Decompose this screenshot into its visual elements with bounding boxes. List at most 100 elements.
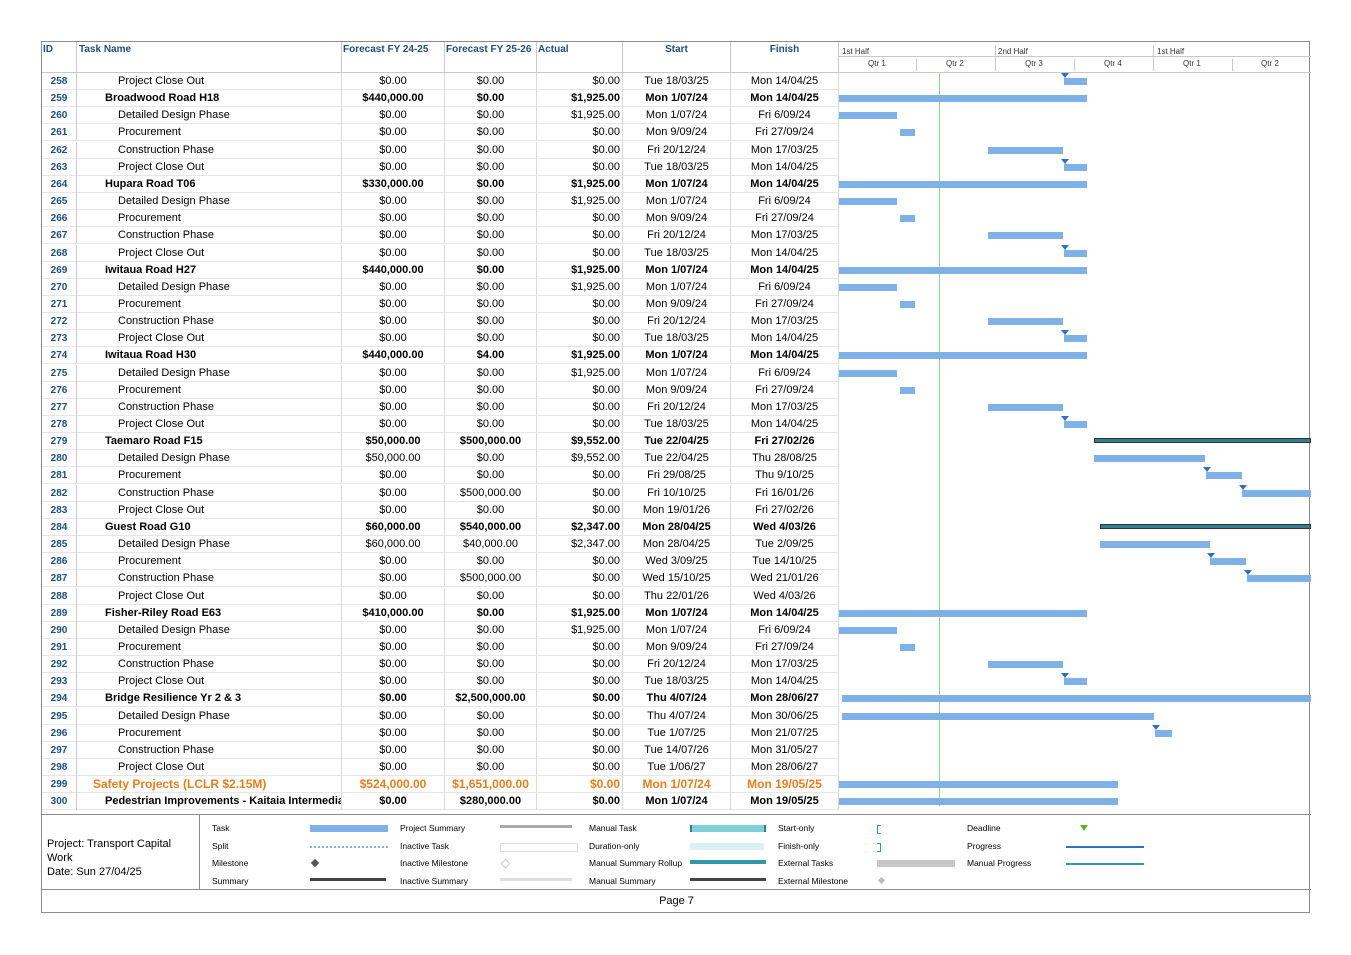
table-row[interactable]: 264 Hupara Road T06 $330,000.00 $0.00 $1,925… [42,175,839,193]
forecast-24-25[interactable]: $0.00 [342,158,445,176]
task-name[interactable]: Broadwood Road H18 [77,90,342,108]
row-id[interactable]: 258 [42,73,77,90]
finish-date[interactable]: Fri 6/09/24 [731,278,839,296]
finish-date[interactable]: Mon 14/04/25 [731,175,839,193]
forecast-24-25[interactable]: $0.00 [342,587,445,605]
actual-cost[interactable]: $0.00 [537,210,623,228]
forecast-24-25[interactable]: $410,000.00 [342,604,445,622]
forecast-25-26[interactable]: $0.00 [445,759,537,776]
start-date[interactable]: Mon 9/09/24 [623,638,731,656]
table-row[interactable]: 278 Project Close Out $0.00 $0.00 $0.00 Tue 1… [42,416,839,433]
table-row[interactable]: 266 Procurement $0.00 $0.00 $0.00 Mon 9/09/24… [42,210,839,228]
forecast-25-26[interactable]: $0.00 [445,244,537,262]
finish-date[interactable]: Fri 27/09/24 [731,210,839,228]
forecast-25-26[interactable]: $0.00 [445,741,537,759]
task-name[interactable]: Construction Phase [77,313,342,331]
forecast-24-25[interactable]: $0.00 [342,484,445,502]
finish-date[interactable]: Fri 6/09/24 [731,193,839,211]
actual-cost[interactable]: $0.00 [537,776,623,794]
actual-cost[interactable]: $0.00 [537,467,623,485]
actual-cost[interactable]: $1,925.00 [537,107,623,125]
forecast-24-25[interactable]: $0.00 [342,467,445,485]
row-id[interactable]: 261 [42,124,77,142]
gantt-bar-271[interactable] [899,300,916,308]
row-id[interactable]: 280 [42,450,77,468]
finish-date[interactable]: Mon 17/03/25 [731,141,839,159]
actual-cost[interactable]: $0.00 [537,741,623,759]
start-date[interactable]: Thu 4/07/24 [623,707,731,725]
finish-date[interactable]: Fri 27/09/24 [731,638,839,656]
start-date[interactable]: Mon 1/07/24 [623,278,731,296]
task-name[interactable]: Procurement [77,210,342,228]
forecast-25-26[interactable]: $0.00 [445,141,537,159]
actual-cost[interactable]: $0.00 [537,570,623,588]
finish-date[interactable]: Mon 14/04/25 [731,673,839,691]
task-name[interactable]: Construction Phase [77,484,342,502]
start-date[interactable]: Thu 4/07/24 [623,690,731,708]
task-name[interactable]: Detailed Design Phase [77,193,342,211]
finish-date[interactable]: Fri 6/09/24 [731,621,839,639]
table-row[interactable]: 298 Project Close Out $0.00 $0.00 $0.00 Tue 1… [42,759,839,776]
table-row[interactable]: 293 Project Close Out $0.00 $0.00 $0.00 Tue 1… [42,673,839,691]
table-row[interactable]: 272 Construction Phase $0.00 $0.00 $0.00 Fri … [42,313,839,331]
table-row[interactable]: 268 Project Close Out $0.00 $0.00 $0.00 Tue 1… [42,244,839,262]
forecast-24-25[interactable]: $0.00 [342,73,445,90]
finish-date[interactable]: Fri 27/02/26 [731,501,839,519]
finish-date[interactable]: Mon 14/04/25 [731,416,839,433]
row-id[interactable]: 297 [42,741,77,759]
row-id[interactable]: 282 [42,484,77,502]
table-row[interactable]: 271 Procurement $0.00 $0.00 $0.00 Mon 9/09/24… [42,295,839,313]
actual-cost[interactable]: $0.00 [537,484,623,502]
task-name[interactable]: Iwitaua Road H27 [77,261,342,279]
start-date[interactable]: Mon 1/07/24 [623,261,731,279]
gantt-bar-276[interactable] [899,386,916,394]
finish-date[interactable]: Mon 17/03/25 [731,398,839,416]
forecast-25-26[interactable]: $0.00 [445,295,537,313]
forecast-24-25[interactable]: $0.00 [342,638,445,656]
start-date[interactable]: Tue 1/07/25 [623,724,731,742]
forecast-24-25[interactable]: $0.00 [342,278,445,296]
finish-date[interactable]: Mon 30/06/25 [731,707,839,725]
table-row[interactable]: 269 Iwitaua Road H27 $440,000.00 $0.00 $1,92… [42,261,839,279]
gantt-bar-274[interactable] [839,352,1088,360]
start-date[interactable]: Fri 29/08/25 [623,467,731,485]
finish-date[interactable]: Mon 19/05/25 [731,776,839,794]
forecast-24-25[interactable]: $0.00 [342,364,445,382]
forecast-24-25[interactable]: $0.00 [342,690,445,708]
task-name[interactable]: Taemaro Road F15 [77,433,342,451]
forecast-25-26[interactable]: $0.00 [445,450,537,468]
forecast-24-25[interactable]: $50,000.00 [342,433,445,451]
gantt-bar-294[interactable] [841,695,1311,703]
actual-cost[interactable]: $1,925.00 [537,175,623,193]
gantt-bar-261[interactable] [899,129,916,137]
forecast-24-25[interactable]: $440,000.00 [342,347,445,365]
forecast-24-25[interactable]: $60,000.00 [342,536,445,554]
forecast-25-26[interactable]: $0.00 [445,90,537,108]
forecast-25-26[interactable]: $0.00 [445,501,537,519]
start-date[interactable]: Fri 20/12/24 [623,227,731,245]
forecast-25-26[interactable]: $0.00 [445,656,537,674]
forecast-25-26[interactable]: $0.00 [445,604,537,622]
table-row[interactable]: 262 Construction Phase $0.00 $0.00 $0.00 Fri … [42,141,839,159]
table-row[interactable]: 285 Detailed Design Phase $60,000.00 $40,00… [42,536,839,554]
task-name[interactable]: Procurement [77,124,342,142]
finish-date[interactable]: Mon 17/03/25 [731,656,839,674]
forecast-24-25[interactable]: $0.00 [342,621,445,639]
forecast-24-25[interactable]: $0.00 [342,124,445,142]
forecast-24-25[interactable]: $0.00 [342,793,445,811]
col-header-actual[interactable]: Actual [537,42,623,73]
table-row[interactable]: 296 Procurement $0.00 $0.00 $0.00 Tue 1/07/25… [42,724,839,742]
forecast-25-26[interactable]: $500,000.00 [445,570,537,588]
gantt-bar-287[interactable] [1246,575,1311,583]
finish-date[interactable]: Mon 28/06/27 [731,690,839,708]
actual-cost[interactable]: $0.00 [537,793,623,811]
row-id[interactable]: 284 [42,518,77,536]
gantt-bar-268[interactable] [1064,249,1088,257]
task-name[interactable]: Project Close Out [77,673,342,691]
row-id[interactable]: 283 [42,501,77,519]
actual-cost[interactable]: $0.00 [537,656,623,674]
start-date[interactable]: Tue 1/06/27 [623,759,731,776]
actual-cost[interactable]: $1,925.00 [537,261,623,279]
forecast-24-25[interactable]: $0.00 [342,416,445,433]
forecast-25-26[interactable]: $0.00 [445,158,537,176]
